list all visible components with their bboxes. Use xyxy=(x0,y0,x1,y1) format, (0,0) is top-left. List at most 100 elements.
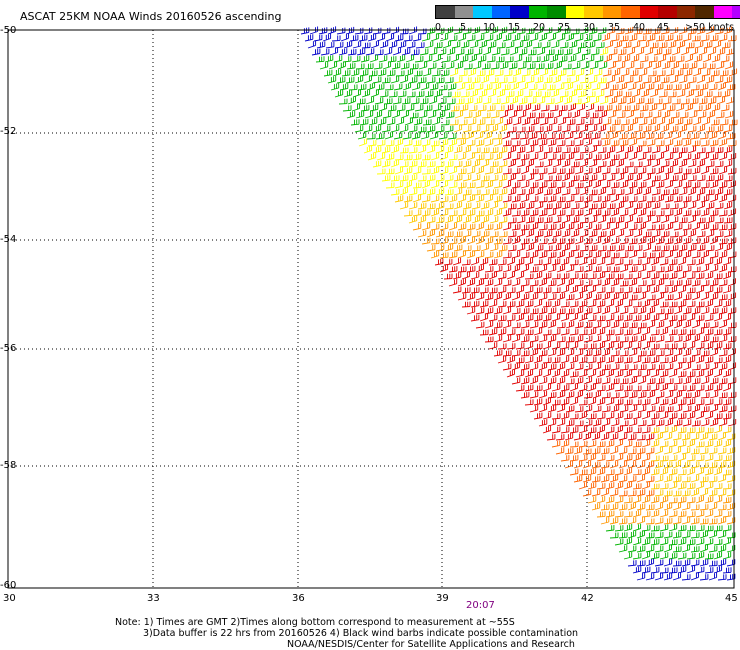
wind-barb xyxy=(588,189,598,196)
wind-barb xyxy=(673,348,683,357)
wind-barb xyxy=(570,161,580,168)
wind-barb xyxy=(417,161,427,168)
wind-barb xyxy=(578,257,588,266)
wind-barb xyxy=(677,552,687,560)
wind-barb xyxy=(637,306,647,315)
wind-barb xyxy=(614,425,623,434)
wind-barb xyxy=(383,98,393,105)
wind-barb xyxy=(664,294,674,301)
wind-barb xyxy=(623,399,633,406)
wind-barb xyxy=(480,215,490,224)
wind-barb xyxy=(677,440,687,448)
wind-barb xyxy=(597,187,607,196)
wind-barb xyxy=(637,35,647,42)
wind-barb xyxy=(672,531,682,539)
wind-barb xyxy=(345,26,355,35)
wind-barb xyxy=(673,279,683,287)
wind-barb xyxy=(629,69,639,77)
wind-barb xyxy=(390,145,400,154)
wind-barb xyxy=(625,110,634,119)
wind-barb xyxy=(527,49,537,56)
wind-barb xyxy=(328,61,338,70)
wind-barb xyxy=(698,97,708,105)
wind-barb xyxy=(562,63,572,70)
wind-barb xyxy=(592,405,602,413)
wind-barb xyxy=(506,355,516,364)
wind-barb xyxy=(370,40,379,49)
wind-barb xyxy=(690,84,700,91)
wind-barb xyxy=(705,245,715,252)
wind-barb xyxy=(623,454,633,462)
wind-barb xyxy=(586,41,596,49)
wind-barb xyxy=(601,195,611,203)
wind-barb xyxy=(695,342,705,350)
wind-barb xyxy=(451,91,461,98)
wind-barb xyxy=(391,62,401,70)
wind-barb xyxy=(691,404,701,413)
wind-barb xyxy=(614,468,624,476)
wind-barb xyxy=(417,77,427,84)
wind-barb xyxy=(637,181,647,189)
wind-barb xyxy=(501,131,511,140)
wind-barb xyxy=(628,152,638,161)
wind-barb xyxy=(610,320,620,329)
wind-barb xyxy=(623,413,633,420)
wind-barb xyxy=(417,202,427,210)
wind-barb xyxy=(342,105,352,112)
wind-barb xyxy=(439,167,449,175)
wind-barb xyxy=(700,322,710,329)
wind-barb xyxy=(572,47,581,56)
wind-barb xyxy=(664,349,674,357)
wind-barb xyxy=(619,405,629,413)
wind-barb xyxy=(513,54,523,63)
wind-barb xyxy=(462,245,472,252)
wind-barb xyxy=(639,105,649,112)
wind-barb xyxy=(583,251,593,259)
wind-barb xyxy=(543,245,553,252)
wind-barb xyxy=(596,441,606,448)
wind-barb xyxy=(457,182,467,189)
wind-barb xyxy=(691,237,701,245)
wind-barb xyxy=(682,279,692,287)
wind-barb xyxy=(641,341,651,350)
wind-barb xyxy=(484,223,494,231)
wind-barb xyxy=(682,419,692,427)
wind-barb xyxy=(489,26,499,35)
wind-barb xyxy=(520,34,530,42)
wind-barb xyxy=(467,118,477,126)
wind-barb xyxy=(542,314,552,322)
wind-barb xyxy=(538,196,548,203)
wind-barb xyxy=(502,195,512,203)
wind-barb xyxy=(691,377,701,385)
wind-barb xyxy=(630,54,640,63)
wind-barb xyxy=(347,49,357,56)
wind-barb xyxy=(547,279,557,287)
wind-barb xyxy=(569,313,578,322)
wind-barb xyxy=(482,97,492,105)
wind-barb xyxy=(591,461,601,469)
wind-barb xyxy=(606,75,616,84)
wind-barb xyxy=(637,405,647,413)
wind-barb xyxy=(487,41,497,49)
wind-barb xyxy=(471,245,481,252)
wind-barb xyxy=(595,90,605,98)
wind-barb xyxy=(506,369,515,378)
wind-barb xyxy=(708,83,718,91)
wind-barb xyxy=(486,56,496,63)
wind-barb xyxy=(569,341,579,350)
wind-barb xyxy=(435,27,445,35)
wind-barb xyxy=(631,89,641,98)
wind-barb xyxy=(619,209,629,217)
wind-barb xyxy=(484,209,494,217)
wind-barb xyxy=(681,503,691,511)
wind-barb xyxy=(690,132,700,140)
wind-barb xyxy=(718,138,728,147)
wind-barb xyxy=(463,111,473,119)
wind-barb xyxy=(579,147,589,154)
wind-barb xyxy=(538,209,548,217)
wind-barb xyxy=(459,55,469,63)
wind-barb xyxy=(707,97,717,105)
wind-barb xyxy=(708,447,718,455)
wind-barb xyxy=(614,453,624,462)
wind-barb xyxy=(717,461,727,469)
